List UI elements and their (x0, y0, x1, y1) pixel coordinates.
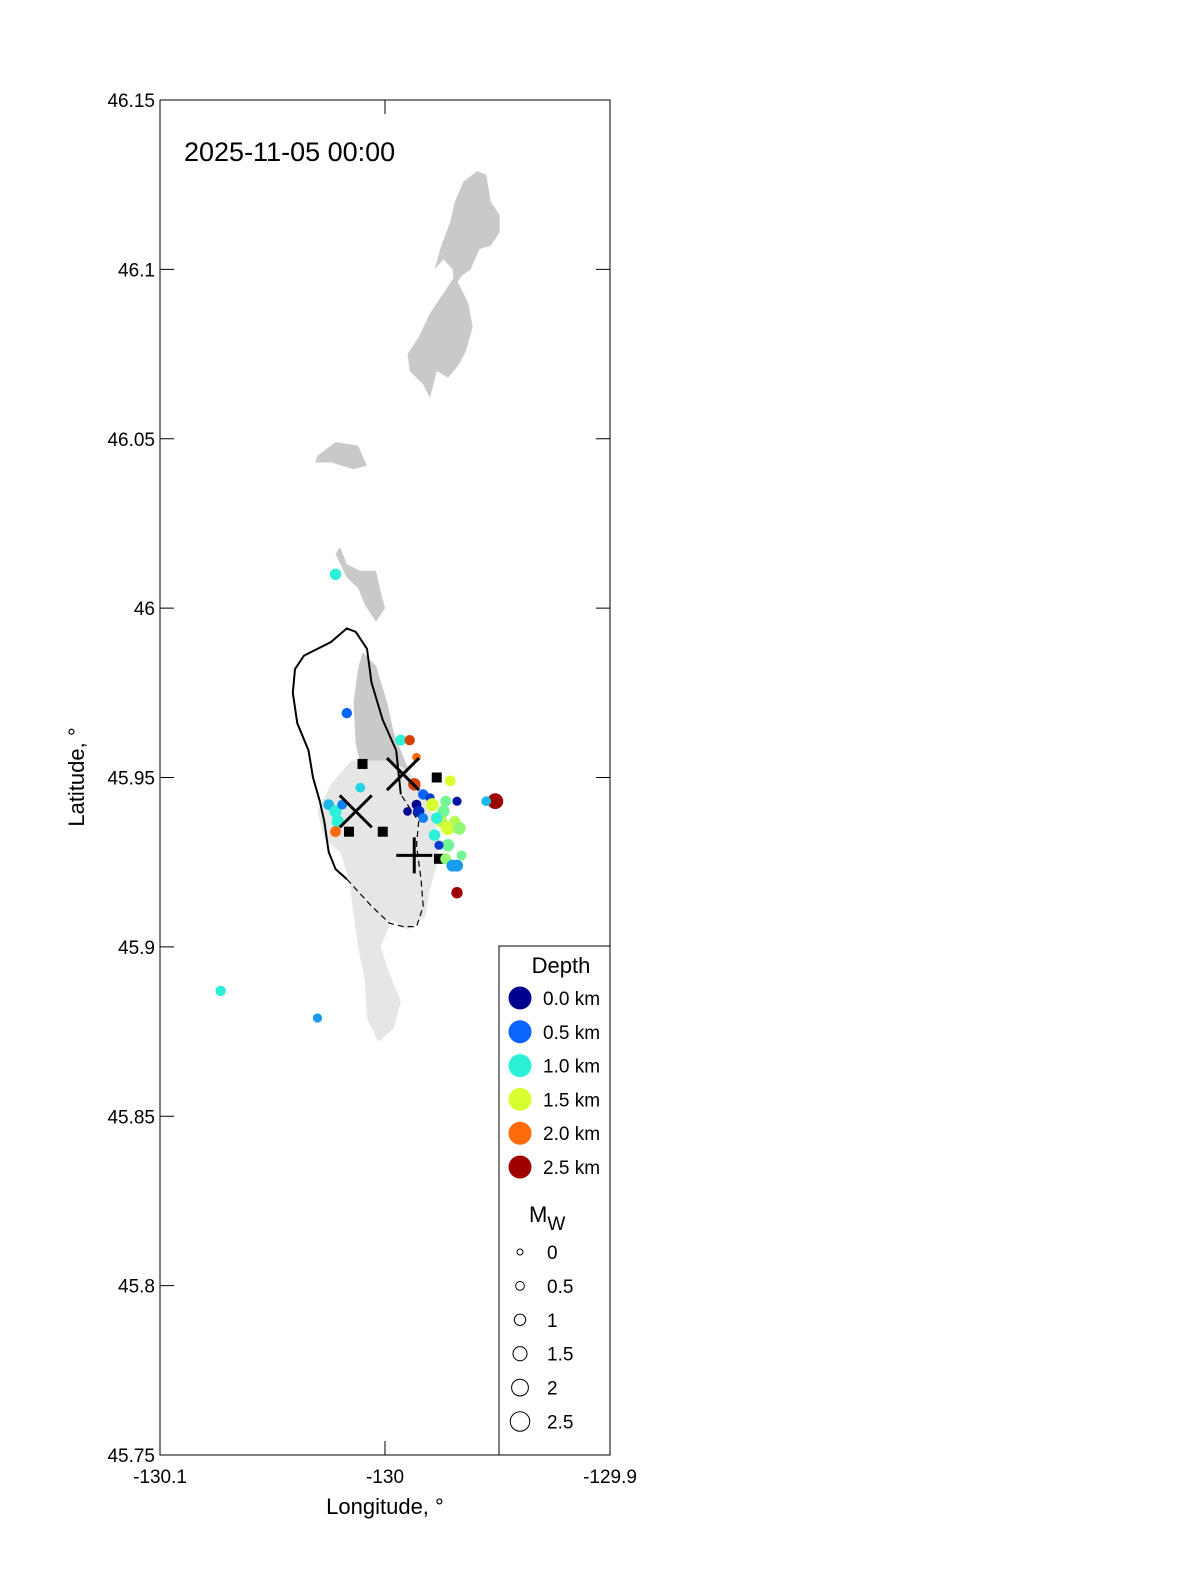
depth-legend-label: 1.0 km (543, 1057, 600, 1078)
axis-ticks: 45.75 45.8 45.85 45.9 45.95 46 46.05 46.1 46.15 -… (107, 91, 636, 1488)
earthquake-point (487, 793, 504, 810)
lava-flow-dark (434, 171, 500, 287)
station-square (377, 826, 388, 837)
lava-flow-dark (335, 547, 385, 622)
earthquake-point (431, 812, 443, 824)
earthquake-point (440, 795, 452, 807)
depth-legend-swatch (508, 1020, 532, 1044)
earthquake-point (329, 805, 342, 818)
earthquake-point (451, 859, 463, 872)
depth-legend-label: 2.5 km (543, 1158, 600, 1179)
mw-legend-label: 2.5 (547, 1413, 573, 1434)
earthquake-point (428, 829, 441, 841)
mw-legend-swatch (512, 1346, 528, 1362)
x-axis-label: Longitude, ° (326, 1494, 444, 1519)
depth-legend-entries: 0.0 km 0.5 km 1.0 km 1.5 km 2.0 km 2.5 km (508, 986, 600, 1179)
mw-legend-swatch (515, 1281, 525, 1291)
earthquake-point (329, 568, 342, 580)
timestamp-label: 2025-11-05 00:00 (184, 137, 395, 167)
earthquake-points-layer (215, 568, 504, 1023)
mw-legend-swatch (511, 1378, 529, 1397)
x-tick-label: -130.1 (133, 1467, 187, 1488)
mw-legend-label: 0 (547, 1243, 558, 1264)
x-tick-label: -129.9 (583, 1467, 637, 1488)
depth-legend-label: 1.5 km (543, 1090, 600, 1111)
y-tick-label: 46.05 (107, 430, 155, 451)
station-square (431, 772, 442, 783)
cross-marker-layer (338, 757, 433, 874)
earthquake-point (434, 840, 444, 850)
mw-legend-label: 1.5 (547, 1345, 573, 1366)
earthquake-point (425, 798, 439, 812)
lava-flow-dark (407, 276, 473, 399)
depth-legend-title: Depth (532, 953, 591, 978)
mw-legend-label: 2 (547, 1379, 558, 1400)
x-tick-label: -130 (366, 1467, 404, 1488)
earthquake-point (215, 985, 226, 997)
depth-legend-swatch (508, 986, 532, 1010)
mw-legend-title-main: M (529, 1202, 547, 1227)
depth-legend-swatch (508, 1121, 532, 1145)
station-square (357, 758, 368, 769)
depth-legend-label: 0.5 km (543, 1023, 600, 1044)
mw-legend-entries: 0 0.5 1 1.5 2 2.5 (509, 1243, 573, 1434)
mw-legend-swatch (513, 1313, 527, 1327)
y-tick-label: 46.15 (107, 91, 155, 112)
earthquake-point (330, 826, 341, 838)
x-marker (385, 757, 421, 792)
depth-legend-swatch (508, 1054, 532, 1078)
depth-legend-label: 2.0 km (543, 1124, 600, 1145)
y-tick-label: 46.1 (118, 260, 155, 281)
y-tick-label: 45.75 (107, 1446, 155, 1467)
earthquake-point (481, 796, 492, 807)
mw-legend-label: 0.5 (547, 1277, 573, 1298)
earthquake-point (441, 839, 455, 852)
earthquake-point (452, 821, 466, 835)
mw-legend-title: MW (529, 1202, 565, 1235)
depth-legend-swatch (508, 1087, 532, 1111)
mw-legend-swatch (509, 1411, 531, 1432)
y-axis-label: Latitude, ° (64, 727, 89, 826)
earthquake-point (452, 796, 462, 806)
earthquake-point (418, 813, 429, 823)
earthquake-point (395, 734, 407, 746)
earthquake-point (355, 782, 366, 793)
outline-solid (291, 627, 402, 880)
station-square (434, 853, 444, 864)
earthquake-point (404, 735, 415, 746)
earthquake-point (451, 887, 463, 899)
earthquake-point (312, 1013, 323, 1023)
plus-marker (396, 837, 433, 874)
y-tick-label: 45.95 (107, 769, 155, 790)
y-tick-label: 45.9 (118, 938, 155, 959)
mw-legend-swatch (516, 1248, 524, 1256)
mw-legend-title-sub: W (547, 1214, 565, 1235)
lava-flow-dark (315, 442, 367, 470)
x-marker (338, 794, 373, 829)
station-marker-layer (344, 758, 444, 864)
y-tick-label: 45.85 (107, 1107, 155, 1128)
earthquake-point (341, 707, 352, 719)
earthquake-point (456, 850, 467, 861)
depth-legend-swatch (508, 1155, 532, 1179)
mw-legend-label: 1 (547, 1311, 558, 1332)
y-tick-label: 46 (134, 599, 155, 620)
earthquake-point (444, 775, 456, 787)
depth-legend-label: 0.0 km (543, 989, 600, 1010)
y-tick-label: 45.8 (118, 1277, 155, 1298)
legend: Depth 0.0 km 0.5 km 1.0 km 1.5 km 2.0 km 2.5 … (498, 945, 611, 1456)
station-square (344, 826, 354, 837)
earthquake-point (403, 807, 412, 816)
